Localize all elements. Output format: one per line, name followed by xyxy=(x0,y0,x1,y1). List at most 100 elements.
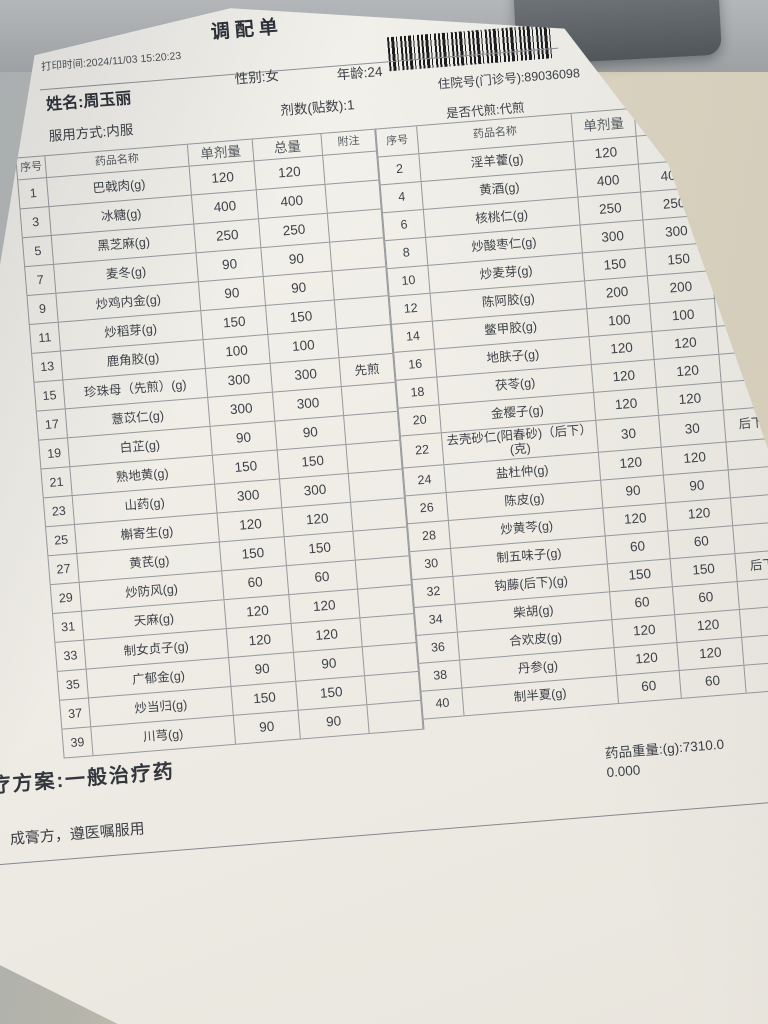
row-number: 5 xyxy=(22,235,54,267)
row-number: 22 xyxy=(400,433,445,468)
total-amount: 120 xyxy=(654,354,722,387)
row-note xyxy=(341,382,398,416)
single-dose: 150 xyxy=(219,537,287,571)
row-note xyxy=(362,642,419,676)
row-number: 6 xyxy=(382,209,427,241)
total-amount: 120 xyxy=(254,155,326,190)
row-number: 40 xyxy=(421,688,465,719)
row-number: 28 xyxy=(407,520,452,551)
row-note xyxy=(742,633,768,665)
row-number: 14 xyxy=(391,321,436,352)
total-amount: 300 xyxy=(270,358,342,392)
single-dose: 100 xyxy=(203,334,271,368)
total-amount: 150 xyxy=(266,300,338,334)
row-note xyxy=(348,469,405,502)
row-note xyxy=(344,411,401,444)
row-note xyxy=(360,614,417,647)
total-amount: 60 xyxy=(286,560,359,595)
row-number: 33 xyxy=(55,640,87,671)
single-dose: 90 xyxy=(210,421,278,455)
row-number: 11 xyxy=(29,322,61,353)
single-dose: 120 xyxy=(603,503,669,536)
row-number: 19 xyxy=(39,438,71,469)
single-dose: 120 xyxy=(594,387,660,420)
row-note xyxy=(325,180,382,213)
row-note xyxy=(330,238,387,271)
row-number: 10 xyxy=(387,265,431,297)
table-body-left: 1 巴戟肉(g) 120 120 3 冰糖(g) 400 400 xyxy=(18,151,424,759)
row-note: 后下 xyxy=(735,549,768,581)
row-number: 16 xyxy=(394,349,438,380)
row-note xyxy=(337,324,394,358)
row-number: 26 xyxy=(405,492,449,524)
total-amount: 90 xyxy=(293,647,365,681)
row-number: 8 xyxy=(385,237,429,269)
row-number: 21 xyxy=(41,467,73,498)
usage-method: 服用方式:内服 xyxy=(48,122,134,144)
row-number: 20 xyxy=(398,405,442,436)
barcode xyxy=(386,24,555,72)
total-amount: 90 xyxy=(275,416,347,450)
total-amount: 250 xyxy=(259,213,331,248)
total-amount: 120 xyxy=(675,609,743,642)
total-amount: 60 xyxy=(668,525,736,559)
usage-instruction: 成膏方，遵医嘱服用 xyxy=(9,820,146,849)
single-dose: 120 xyxy=(598,447,664,480)
single-dose: 150 xyxy=(231,681,299,715)
total-amount: 90 xyxy=(663,470,731,503)
single-dose: 120 xyxy=(612,614,678,647)
patient-age: 年龄:24 xyxy=(336,63,383,83)
row-number: 24 xyxy=(403,464,447,496)
single-dose: 150 xyxy=(201,305,269,340)
row-number: 7 xyxy=(25,264,57,296)
row-number: 25 xyxy=(46,524,78,556)
medicine-weight: 药品重量:(g):7310.0 0.000 xyxy=(604,724,768,782)
row-note xyxy=(733,521,768,553)
row-number: 30 xyxy=(410,548,454,579)
total-amount: 400 xyxy=(256,184,328,219)
column-header-total: 总量 xyxy=(634,103,702,136)
total-amount: 150 xyxy=(296,676,368,710)
total-amount: 120 xyxy=(291,618,363,652)
row-note xyxy=(332,267,389,300)
row-note xyxy=(712,266,768,298)
single-dose: 120 xyxy=(226,623,294,658)
row-number: 17 xyxy=(36,409,68,440)
total-amount: 150 xyxy=(277,444,349,479)
single-dose: 300 xyxy=(208,392,276,426)
total-amount: 100 xyxy=(650,298,718,332)
single-dose: 150 xyxy=(607,559,673,592)
single-dose: 90 xyxy=(229,652,297,686)
total-amount: 60 xyxy=(679,665,747,698)
row-note xyxy=(355,556,412,589)
single-dose: 60 xyxy=(605,531,671,564)
medicine-tables: 序号 药品名称 单剂量 总量 附注 1 巴戟肉(g) 120 120 xyxy=(15,98,768,759)
single-dose: 400 xyxy=(576,164,642,197)
row-number: 35 xyxy=(57,669,89,700)
column-header-note: 附注 xyxy=(699,99,755,131)
row-number: 9 xyxy=(27,293,59,324)
single-dose: 120 xyxy=(217,508,285,542)
total-amount: 120 xyxy=(282,502,354,537)
total-amount: 120 xyxy=(656,382,724,415)
single-dose: 300 xyxy=(580,220,646,253)
row-note xyxy=(721,378,768,410)
row-number: 1 xyxy=(18,178,50,209)
column-header-dose: 单剂量 xyxy=(571,108,637,141)
total-amount: 120 xyxy=(661,442,729,475)
total-amount: 300 xyxy=(643,215,711,248)
row-note xyxy=(323,151,380,184)
single-dose: 90 xyxy=(198,277,266,311)
row-note xyxy=(705,183,761,215)
single-dose: 120 xyxy=(573,136,639,169)
total-amount: 400 xyxy=(638,159,706,192)
row-note xyxy=(726,437,768,470)
row-note xyxy=(353,527,410,560)
row-note xyxy=(327,209,384,242)
total-amount: 300 xyxy=(280,473,352,508)
page-title: 调配单 xyxy=(210,16,284,44)
column-header-note: 附注 xyxy=(321,129,377,155)
total-amount: 120 xyxy=(289,589,361,623)
